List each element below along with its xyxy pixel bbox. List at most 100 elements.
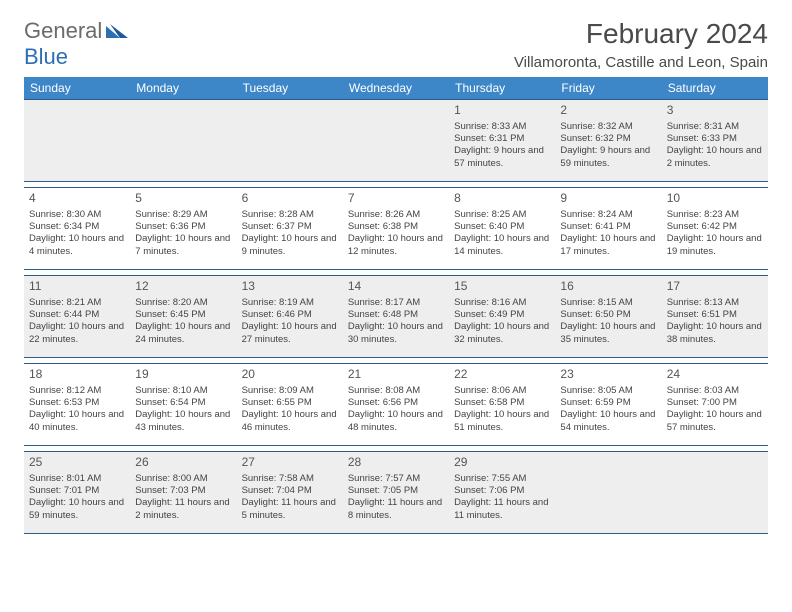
calendar-day-cell: 4Sunrise: 8:30 AMSunset: 6:34 PMDaylight…: [24, 188, 130, 270]
day-number: 19: [135, 367, 231, 383]
calendar-day-cell: 6Sunrise: 8:28 AMSunset: 6:37 PMDaylight…: [237, 188, 343, 270]
daylight-text: Daylight: 9 hours and 57 minutes.: [454, 145, 550, 170]
sunset-text: Sunset: 6:42 PM: [667, 221, 763, 233]
day-number: 7: [348, 191, 444, 207]
sunrise-text: Sunrise: 7:55 AM: [454, 473, 550, 485]
daylight-text: Daylight: 10 hours and 46 minutes.: [242, 409, 338, 434]
calendar-empty-cell: [555, 452, 661, 534]
day-number: 16: [560, 279, 656, 295]
calendar-week-row: 1Sunrise: 8:33 AMSunset: 6:31 PMDaylight…: [24, 100, 768, 182]
daylight-text: Daylight: 10 hours and 4 minutes.: [29, 233, 125, 258]
daylight-text: Daylight: 10 hours and 2 minutes.: [667, 145, 763, 170]
day-info: Sunrise: 8:01 AMSunset: 7:01 PMDaylight:…: [29, 473, 125, 522]
sunset-text: Sunset: 6:58 PM: [454, 397, 550, 409]
daylight-text: Daylight: 10 hours and 14 minutes.: [454, 233, 550, 258]
day-info: Sunrise: 8:24 AMSunset: 6:41 PMDaylight:…: [560, 209, 656, 258]
sunset-text: Sunset: 6:37 PM: [242, 221, 338, 233]
month-title: February 2024: [514, 18, 768, 50]
sunrise-text: Sunrise: 8:06 AM: [454, 385, 550, 397]
daylight-text: Daylight: 11 hours and 8 minutes.: [348, 497, 444, 522]
calendar-day-cell: 22Sunrise: 8:06 AMSunset: 6:58 PMDayligh…: [449, 364, 555, 446]
day-header: Friday: [555, 77, 661, 100]
sunset-text: Sunset: 6:59 PM: [560, 397, 656, 409]
day-info: Sunrise: 8:30 AMSunset: 6:34 PMDaylight:…: [29, 209, 125, 258]
sunrise-text: Sunrise: 8:13 AM: [667, 297, 763, 309]
day-info: Sunrise: 8:09 AMSunset: 6:55 PMDaylight:…: [242, 385, 338, 434]
sunrise-text: Sunrise: 8:21 AM: [29, 297, 125, 309]
sunrise-text: Sunrise: 8:12 AM: [29, 385, 125, 397]
sunrise-text: Sunrise: 8:01 AM: [29, 473, 125, 485]
daylight-text: Daylight: 10 hours and 12 minutes.: [348, 233, 444, 258]
day-number: 12: [135, 279, 231, 295]
day-number: 28: [348, 455, 444, 471]
sunrise-text: Sunrise: 8:17 AM: [348, 297, 444, 309]
day-info: Sunrise: 8:21 AMSunset: 6:44 PMDaylight:…: [29, 297, 125, 346]
calendar-day-cell: 8Sunrise: 8:25 AMSunset: 6:40 PMDaylight…: [449, 188, 555, 270]
calendar-day-cell: 18Sunrise: 8:12 AMSunset: 6:53 PMDayligh…: [24, 364, 130, 446]
calendar-empty-cell: [237, 100, 343, 182]
sunset-text: Sunset: 6:53 PM: [29, 397, 125, 409]
day-number: 13: [242, 279, 338, 295]
sunset-text: Sunset: 6:48 PM: [348, 309, 444, 321]
sunrise-text: Sunrise: 8:00 AM: [135, 473, 231, 485]
header: General February 2024 Villamoronta, Cast…: [24, 18, 768, 71]
day-number: 9: [560, 191, 656, 207]
day-info: Sunrise: 8:28 AMSunset: 6:37 PMDaylight:…: [242, 209, 338, 258]
sunset-text: Sunset: 7:04 PM: [242, 485, 338, 497]
calendar-day-cell: 23Sunrise: 8:05 AMSunset: 6:59 PMDayligh…: [555, 364, 661, 446]
day-number: 14: [348, 279, 444, 295]
day-number: 15: [454, 279, 550, 295]
calendar-day-cell: 20 Sunrise: 8:09 AMSunset: 6:55 PMDayligh…: [237, 364, 343, 446]
calendar-day-cell: 29Sunrise: 7:55 AMSunset: 7:06 PMDayligh…: [449, 452, 555, 534]
daylight-text: Daylight: 10 hours and 51 minutes.: [454, 409, 550, 434]
day-info: Sunrise: 8:16 AMSunset: 6:49 PMDaylight:…: [454, 297, 550, 346]
daylight-text: Daylight: 10 hours and 24 minutes.: [135, 321, 231, 346]
day-number: 5: [135, 191, 231, 207]
day-info: Sunrise: 8:29 AMSunset: 6:36 PMDaylight:…: [135, 209, 231, 258]
sunset-text: Sunset: 6:49 PM: [454, 309, 550, 321]
daylight-text: Daylight: 10 hours and 22 minutes.: [29, 321, 125, 346]
day-number: 18: [29, 367, 125, 383]
daylight-text: Daylight: 10 hours and 57 minutes.: [667, 409, 763, 434]
day-info: Sunrise: 8:10 AMSunset: 6:54 PMDaylight:…: [135, 385, 231, 434]
calendar-day-cell: 5 Sunrise: 8:29 AMSunset: 6:36 PMDaylight…: [130, 188, 236, 270]
calendar-day-cell: 1Sunrise: 8:33 AMSunset: 6:31 PMDaylight…: [449, 100, 555, 182]
calendar-day-cell: 12Sunrise: 8:20 AMSunset: 6:45 PMDayligh…: [130, 276, 236, 358]
calendar-day-cell: 19 Sunrise: 8:10 AMSunset: 6:54 PMDayligh…: [130, 364, 236, 446]
daylight-text: Daylight: 10 hours and 38 minutes.: [667, 321, 763, 346]
calendar-day-cell: 16Sunrise: 8:15 AMSunset: 6:50 PMDayligh…: [555, 276, 661, 358]
day-number: 11: [29, 279, 125, 295]
sunset-text: Sunset: 7:03 PM: [135, 485, 231, 497]
sunset-text: Sunset: 6:36 PM: [135, 221, 231, 233]
day-header: Sunday: [24, 77, 130, 100]
calendar-day-cell: 25 Sunrise: 8:01 AMSunset: 7:01 PMDayligh…: [24, 452, 130, 534]
day-number: 2: [560, 103, 656, 119]
day-info: Sunrise: 8:00 AMSunset: 7:03 PMDaylight:…: [135, 473, 231, 522]
day-number: 25: [29, 455, 125, 471]
calendar-day-cell: 10Sunrise: 8:23 AMSunset: 6:42 PMDayligh…: [662, 188, 768, 270]
sunset-text: Sunset: 6:51 PM: [667, 309, 763, 321]
sunrise-text: Sunrise: 8:15 AM: [560, 297, 656, 309]
sunset-text: Sunset: 6:32 PM: [560, 133, 656, 145]
calendar-body: 1Sunrise: 8:33 AMSunset: 6:31 PMDaylight…: [24, 100, 768, 534]
daylight-text: Daylight: 11 hours and 2 minutes.: [135, 497, 231, 522]
day-number: 1: [454, 103, 550, 119]
sunset-text: Sunset: 6:33 PM: [667, 133, 763, 145]
day-info: Sunrise: 8:31 AMSunset: 6:33 PMDaylight:…: [667, 121, 763, 170]
calendar-day-cell: 7Sunrise: 8:26 AMSunset: 6:38 PMDaylight…: [343, 188, 449, 270]
sunrise-text: Sunrise: 8:28 AM: [242, 209, 338, 221]
daylight-text: Daylight: 10 hours and 27 minutes.: [242, 321, 338, 346]
calendar-day-cell: 28Sunrise: 7:57 AMSunset: 7:05 PMDayligh…: [343, 452, 449, 534]
sunrise-text: Sunrise: 8:24 AM: [560, 209, 656, 221]
day-info: Sunrise: 8:17 AMSunset: 6:48 PMDaylight:…: [348, 297, 444, 346]
calendar-week-row: 4Sunrise: 8:30 AMSunset: 6:34 PMDaylight…: [24, 188, 768, 270]
day-number: 20: [242, 367, 338, 383]
calendar-table: SundayMondayTuesdayWednesdayThursdayFrid…: [24, 77, 768, 534]
day-number: 10: [667, 191, 763, 207]
daylight-text: Daylight: 10 hours and 32 minutes.: [454, 321, 550, 346]
calendar-empty-cell: [24, 100, 130, 182]
calendar-day-cell: 9 Sunrise: 8:24 AMSunset: 6:41 PMDaylight…: [555, 188, 661, 270]
calendar-day-cell: 13Sunrise: 8:19 AMSunset: 6:46 PMDayligh…: [237, 276, 343, 358]
day-info: Sunrise: 8:05 AMSunset: 6:59 PMDaylight:…: [560, 385, 656, 434]
day-number: 8: [454, 191, 550, 207]
